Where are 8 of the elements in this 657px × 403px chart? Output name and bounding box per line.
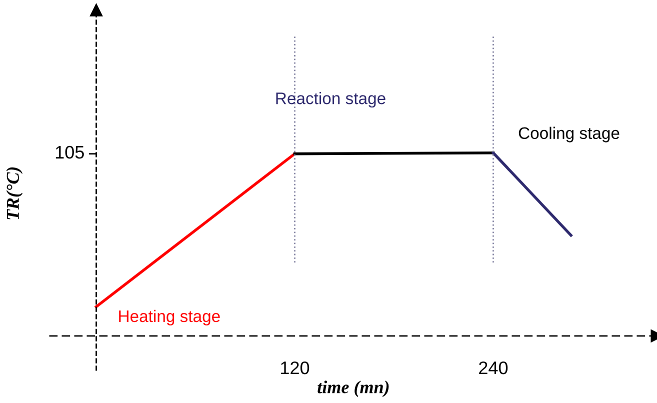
x-axis-title: time (mn) — [318, 380, 389, 397]
annotation: Heating stage — [119, 310, 220, 326]
text: Reaction stage — [276, 92, 386, 108]
y-axis-title: TR(°C) — [6, 167, 23, 220]
x-tick-label: 240 — [479, 361, 508, 374]
x-tick-label: 120 — [281, 361, 310, 374]
text: Cooling stage — [518, 126, 620, 142]
annotation: 105 — [56, 146, 84, 159]
